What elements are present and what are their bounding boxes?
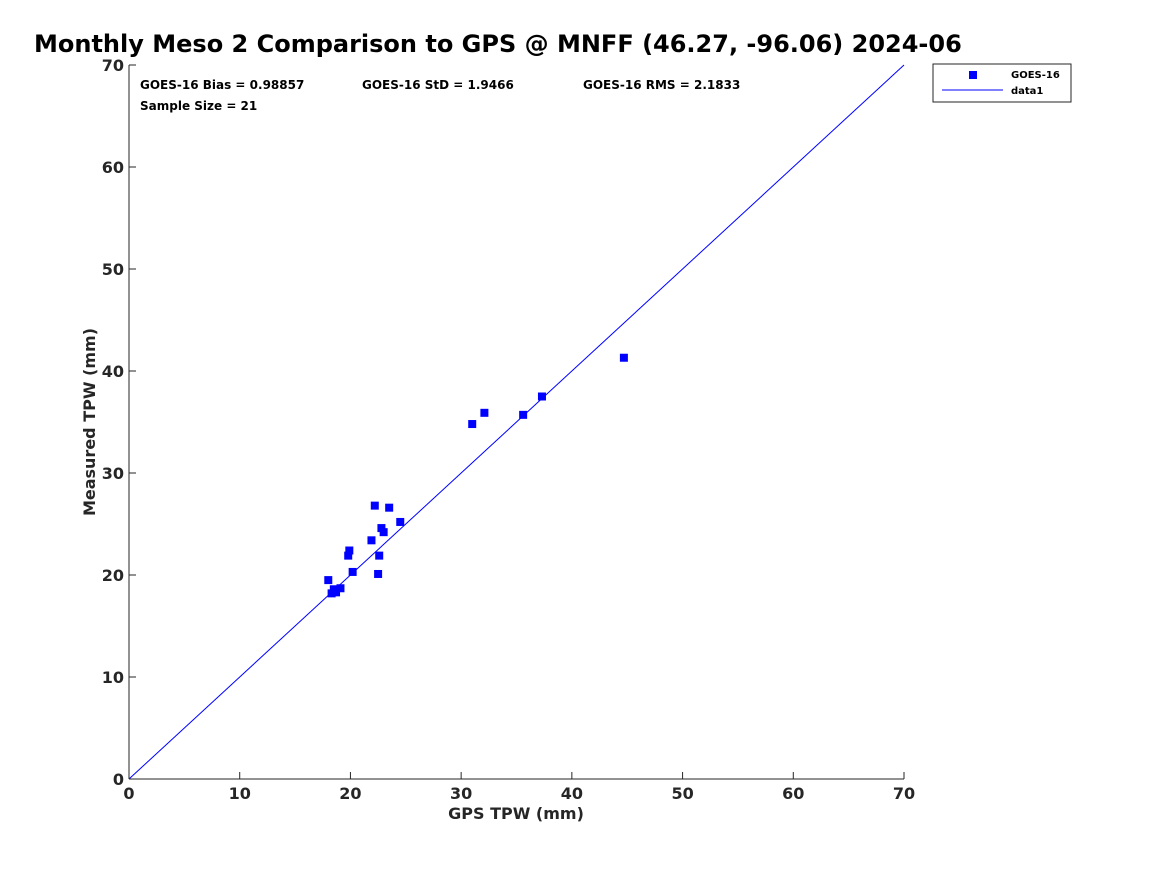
y-axis-label: Measured TPW (mm)	[80, 328, 99, 516]
data-point	[374, 569, 383, 578]
data-point	[327, 589, 336, 598]
x-tick-label: 70	[893, 784, 915, 803]
data-point	[519, 410, 528, 419]
data-point	[370, 501, 379, 510]
data1-line	[128, 64, 905, 780]
y-tick-label: 10	[102, 668, 124, 687]
x-tick-label: 0	[123, 784, 134, 803]
x-axis-label: GPS TPW (mm)	[448, 804, 584, 823]
data-point	[468, 420, 477, 429]
series-goes16-points	[324, 353, 628, 598]
data-point	[377, 524, 386, 533]
data-point	[619, 353, 628, 362]
legend-label-data1: data1	[1011, 86, 1043, 97]
stats-annotations: GOES-16 Bias = 0.98857 GOES-16 StD = 1.9…	[140, 78, 740, 113]
y-tick-label: 30	[102, 464, 124, 483]
std-annotation: GOES-16 StD = 1.9466	[362, 78, 514, 92]
sample-size-annotation: Sample Size = 21	[140, 99, 257, 113]
x-axis-ticks: 0 10 20 30 40 50 60 70	[123, 772, 915, 803]
data-point	[348, 567, 357, 576]
x-tick-label: 20	[339, 784, 361, 803]
rms-annotation: GOES-16 RMS = 2.1833	[583, 78, 740, 92]
data-point	[324, 576, 333, 585]
data-point	[336, 584, 345, 593]
y-tick-label: 50	[102, 260, 124, 279]
data-point	[396, 517, 405, 526]
plot-area	[128, 64, 905, 780]
data-point	[480, 408, 489, 417]
axes	[128, 65, 904, 780]
y-axis-ticks: 0 10 20 30 40 50 60 70	[102, 56, 136, 789]
data-point	[367, 536, 376, 545]
chart-title: Monthly Meso 2 Comparison to GPS @ MNFF …	[34, 30, 962, 58]
y-tick-label: 70	[102, 56, 124, 75]
legend: GOES-16 data1	[932, 63, 1072, 103]
data-point	[537, 392, 546, 401]
legend-box	[932, 63, 1072, 103]
data-point	[385, 503, 394, 512]
y-tick-label: 60	[102, 158, 124, 177]
x-tick-label: 10	[229, 784, 251, 803]
y-tick-label: 20	[102, 566, 124, 585]
legend-label-goes16: GOES-16	[1011, 70, 1060, 81]
data-point	[375, 551, 384, 560]
y-tick-label: 40	[102, 362, 124, 381]
x-tick-label: 50	[671, 784, 693, 803]
data-point	[344, 551, 353, 560]
x-tick-label: 40	[561, 784, 583, 803]
data-point	[345, 546, 354, 555]
y-tick-label: 0	[113, 770, 124, 789]
x-tick-label: 60	[782, 784, 804, 803]
series-data1-line	[128, 64, 905, 780]
data-point	[332, 588, 341, 597]
x-tick-label: 30	[450, 784, 472, 803]
legend-square-marker	[969, 71, 977, 79]
bias-annotation: GOES-16 Bias = 0.98857	[140, 78, 304, 92]
data-point	[379, 528, 388, 537]
